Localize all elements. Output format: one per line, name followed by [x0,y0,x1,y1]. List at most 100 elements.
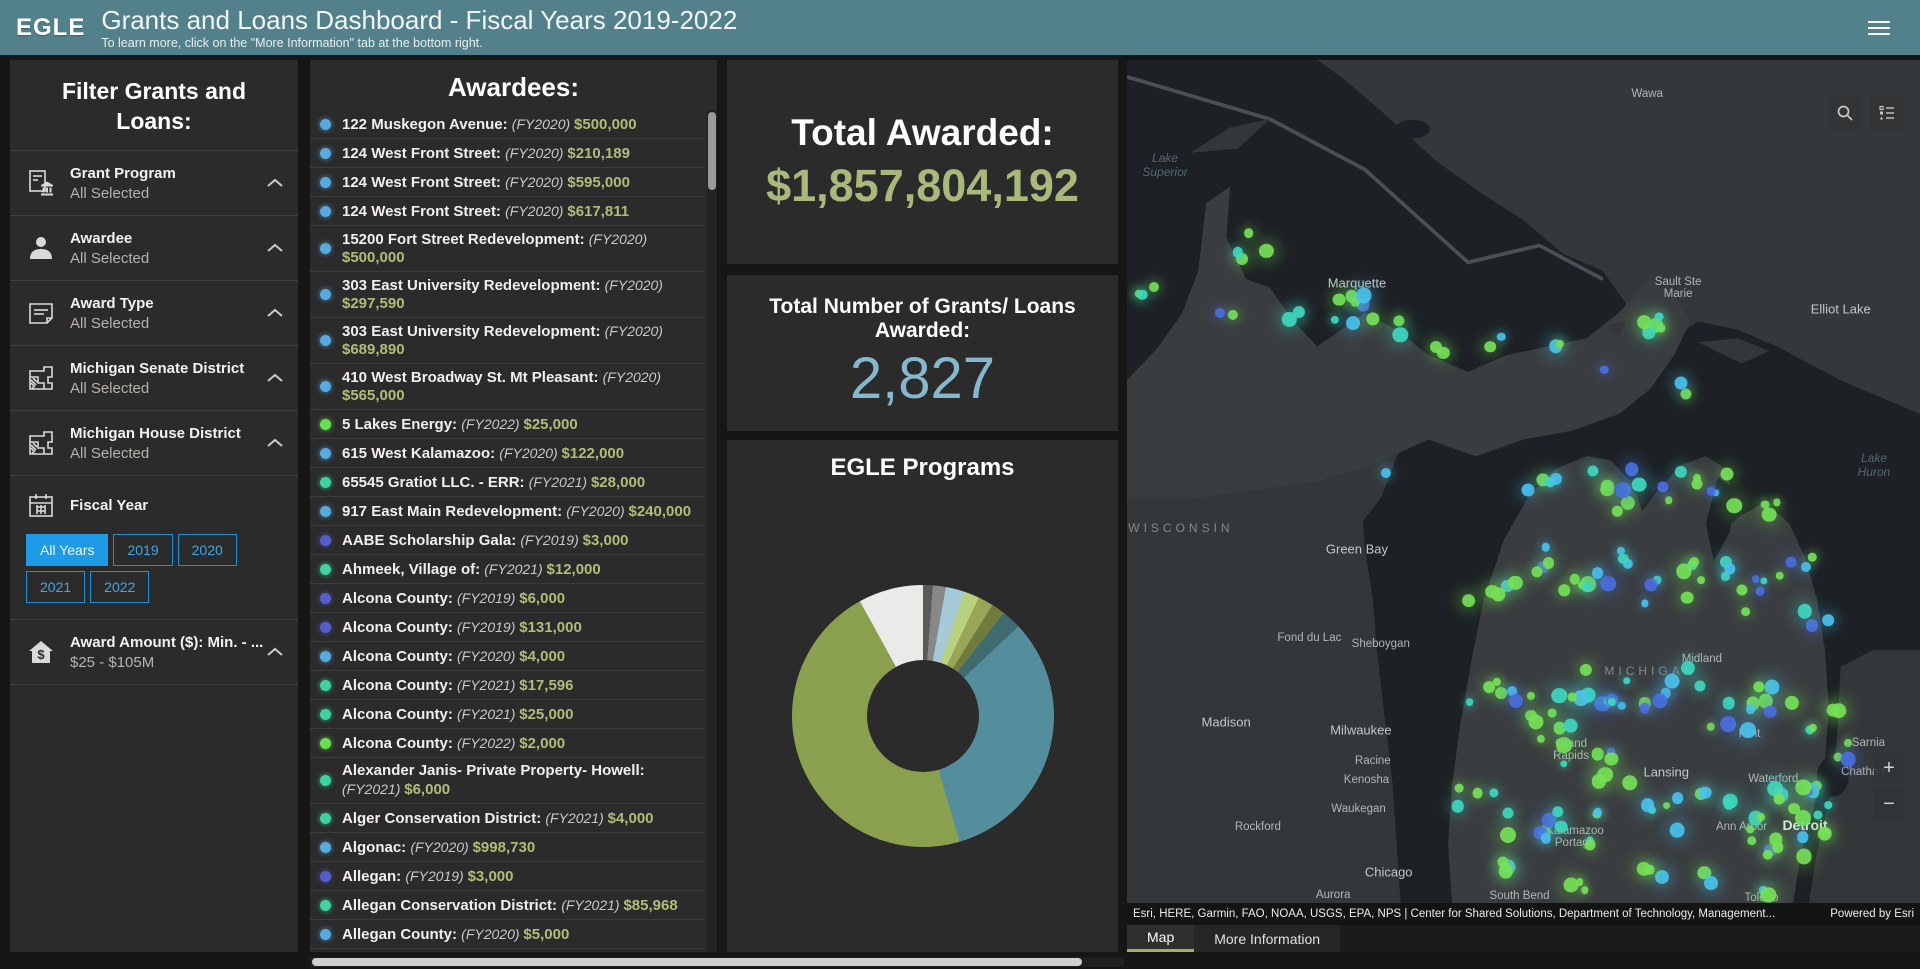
map-point[interactable] [1541,543,1550,552]
map-point[interactable] [1584,839,1596,851]
map-point[interactable] [1380,468,1391,479]
map-viewport[interactable]: Wawa Lake Superior Marquette Sault Ste Mari… [1127,60,1920,903]
awardee-row[interactable]: Alcona County: (FY2020) $4,000 [310,642,705,671]
awardee-row[interactable]: Algonac: (FY2020) $998,730 [310,833,705,862]
awardee-row[interactable]: Alexander Janis- Private Property- Howel… [310,758,705,804]
scrollbar-thumb[interactable] [708,112,716,190]
map-point[interactable] [1591,566,1604,579]
map-point[interactable] [1740,722,1757,738]
map-point[interactable] [1797,831,1809,844]
map-point[interactable] [1760,500,1770,509]
map-point[interactable] [1637,315,1651,330]
map-point[interactable] [1601,479,1614,493]
map-point[interactable] [1806,619,1819,632]
map-point[interactable] [1525,709,1537,722]
map-point[interactable] [1563,718,1578,734]
filter-house-district[interactable]: Michigan House District All Selected [10,410,298,475]
map-point[interactable] [1461,593,1476,608]
map-point[interactable] [1491,587,1505,602]
map-point[interactable] [1569,573,1581,585]
map-point[interactable] [1680,591,1694,604]
map-point[interactable] [1826,704,1840,717]
map-point[interactable] [1833,752,1843,762]
map-point[interactable] [1567,692,1577,702]
menu-icon[interactable] [1868,17,1890,39]
map-point[interactable] [1794,810,1811,827]
map-point[interactable] [1508,575,1523,591]
map-point[interactable] [1607,698,1616,707]
awardee-row[interactable]: 122 Muskegon Avenue: (FY2020) $500,000 [310,110,705,139]
awardee-row[interactable]: 303 East University Redevelopment: (FY20… [310,318,705,364]
map-point[interactable] [1641,599,1649,607]
awardee-row[interactable]: 303 East University Redevelopment: (FY20… [310,272,705,318]
map-point[interactable] [1785,695,1800,711]
map-point[interactable] [1762,849,1774,860]
map-point[interactable] [1292,305,1305,318]
map-point[interactable] [1720,467,1734,481]
map-point[interactable] [1281,311,1297,327]
map-point[interactable] [1536,560,1549,573]
programs-donut-chart[interactable] [791,585,1054,848]
map-point[interactable] [1640,798,1655,812]
map-point[interactable] [1581,886,1589,895]
map-point[interactable] [1652,575,1662,585]
map-point[interactable] [1772,841,1784,854]
map-point[interactable] [1652,692,1668,709]
map-point[interactable] [1760,886,1777,903]
map-point[interactable] [1796,848,1812,864]
map-point[interactable] [1840,751,1856,767]
map-point[interactable] [1355,287,1372,303]
awardees-scrollbar[interactable] [707,110,717,952]
map-point[interactable] [1553,721,1566,735]
map-point[interactable] [1330,315,1340,325]
chevron-up-icon[interactable] [266,308,284,318]
map-point[interactable] [1495,686,1508,699]
map-point[interactable] [1697,576,1705,585]
map-point[interactable] [1698,786,1712,799]
map-point[interactable] [1736,584,1748,596]
map-point[interactable] [1615,482,1631,498]
map-point[interactable] [1746,825,1755,833]
filter-award-amount[interactable]: $ Award Amount ($): Min. - ... $25 - $10… [10,619,298,685]
awardee-row[interactable]: Allegan: (FY2019) $3,000 [310,862,705,891]
map-point[interactable] [1726,497,1742,514]
map-point[interactable] [1593,808,1603,817]
filter-grant-program[interactable]: Grant Program All Selected [10,150,298,215]
map-point[interactable] [1844,739,1853,748]
map-point[interactable] [1813,810,1823,820]
map-point[interactable] [1767,780,1784,797]
awardee-row[interactable]: 65545 Gratiot LLC. - ERR: (FY2021) $28,0… [310,468,705,497]
map-point[interactable] [1808,723,1817,733]
zoom-out-button[interactable]: − [1874,789,1904,819]
awardee-row[interactable]: 124 West Front Street: (FY2020) $617,811 [310,197,705,226]
awardee-row[interactable]: 15200 Fort Street Redevelopment: (FY2020… [310,226,705,272]
map-point[interactable] [1697,865,1711,880]
map-point[interactable] [1693,473,1702,482]
map-point[interactable] [1674,376,1688,390]
chevron-up-icon[interactable] [266,178,284,188]
map-point[interactable] [1764,705,1777,719]
awardee-row[interactable]: Alcona County: (FY2021) $25,000 [310,700,705,729]
map-point[interactable] [1555,339,1564,348]
map-point[interactable] [1612,506,1623,517]
map-point[interactable] [1660,687,1671,699]
map-point[interactable] [1655,870,1670,885]
map-point[interactable] [1691,479,1703,490]
map-point[interactable] [1232,246,1244,258]
map-point[interactable] [1662,801,1671,810]
map-point[interactable] [1724,562,1736,575]
map-point[interactable] [1720,716,1737,733]
map-point[interactable] [1622,775,1638,791]
awardee-row[interactable]: Alcona County: (FY2019) $131,000 [310,613,705,642]
map-point[interactable] [1259,243,1274,258]
awardee-row[interactable]: Allegan County: (FY2021) $5,000 [310,949,705,952]
map-point[interactable] [1617,701,1626,711]
map-point[interactable] [1545,477,1555,488]
map-point[interactable] [1537,734,1546,744]
fiscal-year-button-2021[interactable]: 2021 [26,571,86,603]
filter-awardee[interactable]: Awardee All Selected [10,215,298,280]
map-point[interactable] [1393,315,1405,327]
awardee-row[interactable]: Alcona County: (FY2019) $6,000 [310,584,705,613]
map-point[interactable] [1800,561,1812,572]
map-point[interactable] [1787,802,1800,815]
